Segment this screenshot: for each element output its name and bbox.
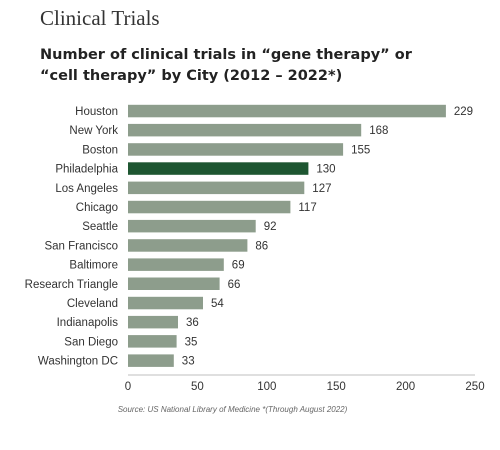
value-label-boston: 155 [351,144,370,156]
value-label-research-triangle: 66 [228,279,241,291]
category-label-washington-dc: Washington DC [38,356,118,368]
bar-research-triangle [128,277,220,290]
value-labels: 229 168 155 130 127 117 92 86 69 66 54 36 35 33 [182,106,473,368]
category-label-boston: Boston [82,144,118,156]
category-label-los-angeles: Los Angeles [55,183,118,195]
bar-san-francisco [128,239,248,252]
chart-title: Number of clinical trials in “gene thera… [40,47,412,84]
value-label-houston: 229 [454,106,473,118]
bar-chart: Houston New York Boston Philadelphia Los Ang… [25,104,485,393]
value-label-seattle: 92 [264,221,277,233]
bar-los-angeles [128,181,305,195]
source-note: Source: US National Library of Medicine … [117,405,348,414]
value-label-new-york: 168 [369,125,388,137]
bar-indianapolis [128,315,178,329]
value-label-washington-dc: 33 [182,356,195,368]
x-tick-label-150: 150 [327,381,346,393]
x-axis-ticks: 0 50 100 150 200 250 [125,381,485,393]
bar-chicago [128,200,291,214]
category-label-houston: Houston [75,106,118,118]
x-tick-label-100: 100 [257,381,276,393]
bar-washington-dc [128,354,174,367]
category-label-new-york: New York [69,125,118,137]
bar-san-diego [128,335,177,348]
category-label-philadelphia: Philadelphia [55,164,118,176]
category-label-indianapolis: Indianapolis [57,317,119,329]
category-label-san-diego: San Diego [64,336,118,348]
bar-baltimore [128,258,224,271]
category-labels: Houston New York Boston Philadelphia Los Ang… [25,106,119,368]
category-label-baltimore: Baltimore [69,260,118,272]
value-label-cleveland: 54 [211,298,224,310]
value-label-chicago: 117 [298,202,316,214]
bar-boston [128,143,344,156]
category-label-cleveland: Cleveland [67,298,118,310]
category-label-san-francisco: San Francisco [44,240,118,252]
category-label-seattle: Seattle [82,221,118,233]
bar-seattle [128,219,256,233]
bar-new-york [128,123,362,137]
x-tick-label-200: 200 [396,381,415,393]
category-label-chicago: Chicago [76,202,118,214]
value-label-los-angeles: 127 [312,183,331,195]
value-label-indianapolis: 36 [186,317,199,329]
value-label-san-francisco: 86 [255,240,268,252]
value-label-san-diego: 35 [185,336,198,348]
bar-houston [128,104,446,118]
x-tick-label-50: 50 [191,381,204,393]
value-label-baltimore: 69 [232,260,245,272]
value-label-philadelphia: 130 [316,164,335,176]
category-label-research-triangle: Research Triangle [25,279,118,291]
bar-philadelphia [128,162,309,175]
x-tick-label-250: 250 [465,381,484,393]
x-tick-label-0: 0 [125,381,131,393]
bar-cleveland [128,296,203,310]
bars-group [128,104,446,367]
section-title: Clinical Trials [40,6,160,30]
